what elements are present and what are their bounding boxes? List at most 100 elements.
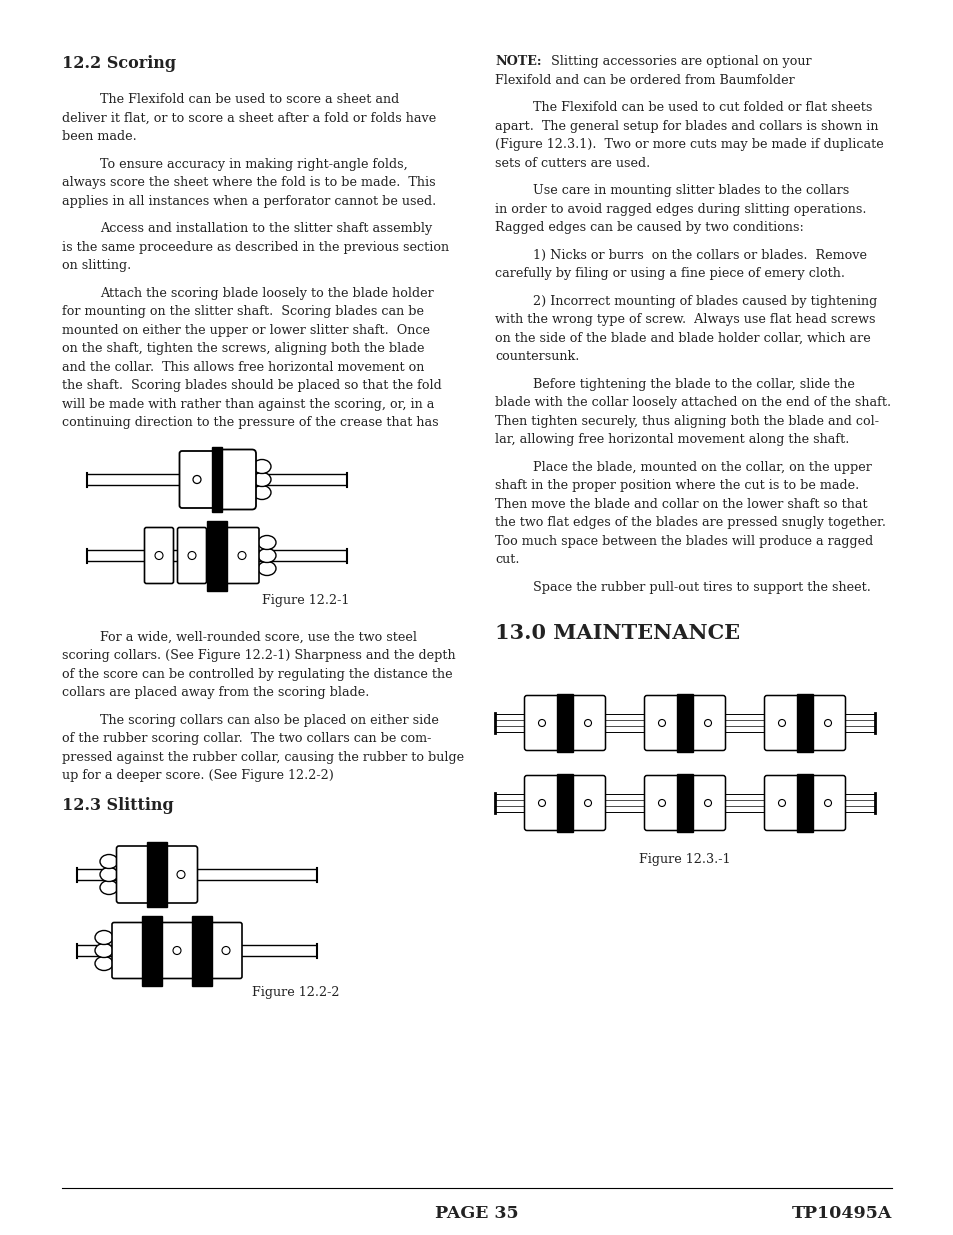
- Text: 2) Incorrect mounting of blades caused by tightening: 2) Incorrect mounting of blades caused b…: [533, 294, 877, 308]
- Circle shape: [222, 946, 230, 955]
- Ellipse shape: [253, 485, 271, 499]
- Text: carefully by filing or using a fine piece of emery cloth.: carefully by filing or using a fine piec…: [495, 267, 844, 280]
- Text: mounted on either the upper or lower slitter shaft.  Once: mounted on either the upper or lower sli…: [62, 324, 430, 336]
- Text: The scoring collars can also be placed on either side: The scoring collars can also be placed o…: [100, 714, 438, 726]
- FancyBboxPatch shape: [210, 923, 242, 978]
- Text: NOTE:: NOTE:: [495, 56, 541, 68]
- FancyBboxPatch shape: [570, 776, 605, 830]
- Ellipse shape: [257, 548, 275, 562]
- FancyBboxPatch shape: [763, 695, 799, 751]
- Circle shape: [658, 720, 665, 726]
- Text: cut.: cut.: [495, 553, 519, 566]
- Text: Too much space between the blades will produce a ragged: Too much space between the blades will p…: [495, 535, 872, 547]
- Circle shape: [658, 799, 665, 806]
- FancyBboxPatch shape: [144, 527, 173, 583]
- FancyBboxPatch shape: [160, 923, 193, 978]
- Text: (Figure 12.3.1).  Two or more cuts may be made if duplicate: (Figure 12.3.1). Two or more cuts may be…: [495, 138, 882, 151]
- Text: Figure 12.3.-1: Figure 12.3.-1: [639, 853, 730, 866]
- Bar: [212, 447, 222, 513]
- Text: pressed against the rubber collar, causing the rubber to bulge: pressed against the rubber collar, causi…: [62, 751, 464, 763]
- Ellipse shape: [100, 855, 118, 868]
- Bar: [557, 694, 573, 752]
- FancyBboxPatch shape: [524, 776, 558, 830]
- Text: Figure 12.2-1: Figure 12.2-1: [262, 594, 349, 606]
- Bar: [557, 774, 573, 832]
- Text: continuing direction to the pressure of the crease that has: continuing direction to the pressure of …: [62, 416, 438, 429]
- Text: been made.: been made.: [62, 130, 136, 143]
- Text: for mounting on the slitter shaft.  Scoring blades can be: for mounting on the slitter shaft. Scori…: [62, 305, 423, 317]
- FancyBboxPatch shape: [164, 846, 197, 903]
- Text: To ensure accuracy in making right-angle folds,: To ensure accuracy in making right-angle…: [100, 158, 407, 170]
- Ellipse shape: [100, 881, 118, 894]
- FancyBboxPatch shape: [218, 450, 255, 510]
- Circle shape: [177, 871, 185, 878]
- Text: on the side of the blade and blade holder collar, which are: on the side of the blade and blade holde…: [495, 331, 870, 345]
- Text: in order to avoid ragged edges during slitting operations.: in order to avoid ragged edges during sl…: [495, 203, 865, 215]
- FancyBboxPatch shape: [690, 776, 724, 830]
- Text: applies in all instances when a perforator cannot be used.: applies in all instances when a perforat…: [62, 194, 436, 207]
- Circle shape: [584, 799, 591, 806]
- Text: up for a deeper score. (See Figure 12.2-2): up for a deeper score. (See Figure 12.2-…: [62, 769, 334, 782]
- Circle shape: [537, 720, 545, 726]
- Text: Flexifold and can be ordered from Baumfolder: Flexifold and can be ordered from Baumfo…: [495, 74, 794, 86]
- Bar: [147, 842, 167, 906]
- Text: For a wide, well-rounded score, use the two steel: For a wide, well-rounded score, use the …: [100, 631, 416, 643]
- FancyBboxPatch shape: [177, 527, 206, 583]
- FancyBboxPatch shape: [810, 695, 844, 751]
- Text: Then move the blade and collar on the lower shaft so that: Then move the blade and collar on the lo…: [495, 498, 866, 510]
- FancyBboxPatch shape: [116, 846, 150, 903]
- Text: Attach the scoring blade loosely to the blade holder: Attach the scoring blade loosely to the …: [100, 287, 434, 300]
- Text: Slitting accessories are optional on your: Slitting accessories are optional on you…: [546, 56, 811, 68]
- Bar: [796, 774, 812, 832]
- FancyBboxPatch shape: [690, 695, 724, 751]
- Text: TP10495A: TP10495A: [791, 1205, 891, 1221]
- Circle shape: [584, 720, 591, 726]
- Text: Space the rubber pull-out tires to support the sheet.: Space the rubber pull-out tires to suppo…: [533, 580, 870, 594]
- Ellipse shape: [253, 473, 271, 487]
- Ellipse shape: [100, 867, 118, 882]
- Text: Before tightening the blade to the collar, slide the: Before tightening the blade to the colla…: [533, 378, 854, 390]
- Text: blade with the collar loosely attached on the end of the shaft.: blade with the collar loosely attached o…: [495, 396, 890, 409]
- Circle shape: [237, 552, 246, 559]
- Circle shape: [172, 946, 181, 955]
- Text: Place the blade, mounted on the collar, on the upper: Place the blade, mounted on the collar, …: [533, 461, 871, 473]
- Circle shape: [193, 475, 201, 483]
- Ellipse shape: [257, 536, 275, 550]
- FancyBboxPatch shape: [570, 695, 605, 751]
- Text: countersunk.: countersunk.: [495, 350, 578, 363]
- FancyBboxPatch shape: [112, 923, 144, 978]
- Text: will be made with rather than against the scoring, or, in a: will be made with rather than against th…: [62, 398, 434, 410]
- Circle shape: [703, 720, 711, 726]
- FancyBboxPatch shape: [644, 695, 679, 751]
- Text: collars are placed away from the scoring blade.: collars are placed away from the scoring…: [62, 685, 369, 699]
- Text: on slitting.: on slitting.: [62, 259, 132, 272]
- FancyBboxPatch shape: [524, 695, 558, 751]
- Text: 12.2 Scoring: 12.2 Scoring: [62, 56, 176, 72]
- FancyBboxPatch shape: [179, 451, 214, 508]
- Text: apart.  The general setup for blades and collars is shown in: apart. The general setup for blades and …: [495, 120, 878, 132]
- Circle shape: [188, 552, 195, 559]
- Ellipse shape: [257, 562, 275, 576]
- Text: Access and installation to the slitter shaft assembly: Access and installation to the slitter s…: [100, 222, 432, 235]
- Text: scoring collars. (See Figure 12.2-1) Sharpness and the depth: scoring collars. (See Figure 12.2-1) Sha…: [62, 650, 456, 662]
- Text: on the shaft, tighten the screws, aligning both the blade: on the shaft, tighten the screws, aligni…: [62, 342, 424, 354]
- Circle shape: [703, 799, 711, 806]
- Text: Use care in mounting slitter blades to the collars: Use care in mounting slitter blades to t…: [533, 184, 848, 198]
- FancyBboxPatch shape: [644, 776, 679, 830]
- Text: the shaft.  Scoring blades should be placed so that the fold: the shaft. Scoring blades should be plac…: [62, 379, 441, 391]
- Text: of the score can be controlled by regulating the distance the: of the score can be controlled by regula…: [62, 667, 452, 680]
- Text: lar, allowing free horizontal movement along the shaft.: lar, allowing free horizontal movement a…: [495, 433, 848, 446]
- Ellipse shape: [95, 944, 112, 957]
- Bar: [677, 694, 692, 752]
- Text: 1) Nicks or burrs  on the collars or blades.  Remove: 1) Nicks or burrs on the collars or blad…: [533, 248, 866, 262]
- Circle shape: [154, 552, 163, 559]
- Text: with the wrong type of screw.  Always use flat head screws: with the wrong type of screw. Always use…: [495, 312, 875, 326]
- Text: deliver it flat, or to score a sheet after a fold or folds have: deliver it flat, or to score a sheet aft…: [62, 111, 436, 125]
- Ellipse shape: [253, 459, 271, 473]
- Circle shape: [823, 799, 831, 806]
- Text: and the collar.  This allows free horizontal movement on: and the collar. This allows free horizon…: [62, 361, 424, 373]
- Text: The Flexifold can be used to cut folded or flat sheets: The Flexifold can be used to cut folded …: [533, 101, 871, 114]
- Text: Then tighten securely, thus aligning both the blade and col-: Then tighten securely, thus aligning bot…: [495, 415, 878, 427]
- Text: The Flexifold can be used to score a sheet and: The Flexifold can be used to score a she…: [100, 93, 399, 106]
- Text: the two flat edges of the blades are pressed snugly together.: the two flat edges of the blades are pre…: [495, 516, 885, 529]
